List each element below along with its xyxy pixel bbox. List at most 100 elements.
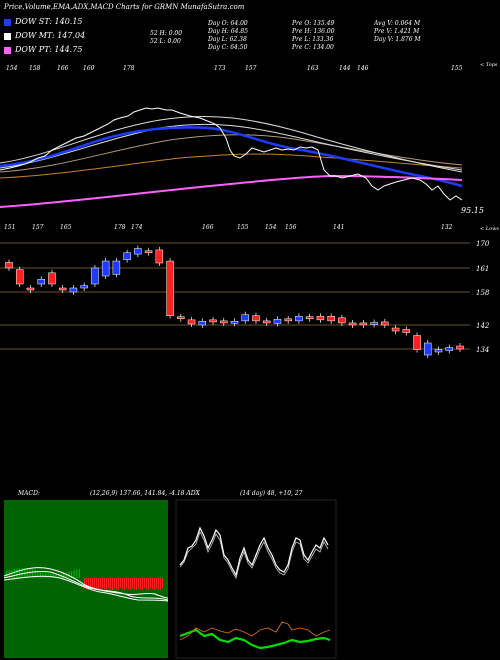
macd-histogram-bar [120,578,122,588]
candle [241,314,249,322]
macd-params: (12,26,9) 137.66, 141.84, -4.18 ADX [90,490,200,497]
macd-histogram-bar [96,578,98,588]
candle [230,321,239,324]
lows-caption: < Lows [480,226,499,232]
candle [69,287,78,293]
stat-pre-close: Pre C: 134.00 [292,44,334,51]
macd-histogram-bar [108,578,110,588]
macd-histogram-bar [150,578,152,588]
low-number: 174 [131,224,143,231]
top-number: 158 [29,65,41,72]
candle [91,267,99,285]
macd-histogram-bar [19,568,21,578]
macd-histogram-bar [122,578,124,589]
low-number: 165 [60,224,72,231]
candle [252,315,260,322]
candle [187,319,196,325]
macd-histogram-bar [58,573,60,578]
candle [177,316,185,319]
macd-histogram-bar [130,578,132,590]
candle [391,327,400,332]
candle [48,272,56,285]
stat-pre-high: Pre H: 136.00 [292,28,335,35]
candle [155,249,164,264]
candle [295,316,303,322]
macd-histogram-bar [158,578,160,589]
candle [445,347,454,351]
macd-histogram-bar [160,578,162,590]
stat-avg-vol: Avg V: 0.064 M [374,20,421,27]
macd-histogram-bar [138,578,140,588]
candle [273,318,282,324]
macd-histogram-bar [142,578,144,590]
macd-histogram-bar [88,578,90,590]
macd-histogram-bar [112,578,114,590]
low-number: 157 [32,224,44,231]
macd-histogram-bar [32,569,34,578]
candle [316,316,325,321]
macd-histogram-bar [39,571,41,578]
candle [348,322,357,326]
low-number: 166 [202,224,214,231]
candle [434,349,443,353]
candle [413,335,421,350]
low-number: 155 [237,224,249,231]
candle [359,322,368,326]
stat-52h: 52 H: 0.00 [150,30,183,37]
candle [381,321,389,326]
macd-line-2 [3,571,169,601]
macd-histogram-bar [94,578,96,590]
macd-histogram-bar [63,573,65,578]
macd-histogram-bar [29,568,31,578]
candle [123,252,131,260]
adx-plus-di [179,628,331,650]
macd-histogram-bar [90,578,92,588]
macd-histogram-bar [42,572,44,578]
macd-histogram-bar [118,578,120,590]
macd-histogram-bar [98,578,100,589]
candle [402,329,411,333]
candle [112,260,121,275]
macd-histogram-bar [73,570,75,578]
candle [144,250,153,254]
stat-day-high: Day H: 64.85 [208,28,249,35]
candles [5,245,464,358]
stat-pre-vol: Pre V: 1.421 M [374,28,420,35]
stat-pre-open: Pre O: 135.49 [292,20,335,27]
candle [80,285,88,289]
candle [15,269,24,285]
price-level-lines: 170 161 158 142 134 [0,240,490,354]
legend-dow-mt-label: DOW MT: 147.04 [15,31,86,40]
candle [424,342,432,356]
macd-histogram-bar [65,572,67,578]
price-level-label: 161 [476,265,489,273]
adx-minus-di [179,621,331,641]
candle [456,345,464,350]
ema-white-2 [0,115,463,173]
candle [220,320,228,324]
legend-dow-pt-swatch [4,46,11,54]
candle [198,321,207,326]
macd-label: MACD: [18,490,40,497]
macd-histogram-bar [34,569,36,578]
bottom-numbers: 151 157 165 178 174 166 155 154 156 141 … [4,224,499,232]
legend-dow-st-label: DOW ST: 140.15 [15,17,83,26]
legend-dow-pt-label: DOW PT: 144.75 [15,45,83,54]
stat-day-vol: Day V: 1.876 M [374,36,421,43]
macd-histogram-bar [11,569,13,578]
macd-histogram-bar [156,578,158,588]
macd-histogram-bar [116,578,118,589]
candle [305,316,314,320]
legend-dow-st-swatch [4,18,11,26]
macd-histogram-bar [114,578,116,588]
last-value-label: 95.15 [461,206,484,215]
macd-histogram-bar [52,573,54,578]
stat-day-close: Day C: 64.50 [208,44,248,51]
macd-histogram-bar [140,578,142,589]
macd-histogram-bar [106,578,108,590]
macd-histogram-bar [144,578,146,588]
low-number: 151 [4,224,15,231]
macd-histogram-bar [162,578,164,588]
macd-histogram-bar [126,578,128,588]
